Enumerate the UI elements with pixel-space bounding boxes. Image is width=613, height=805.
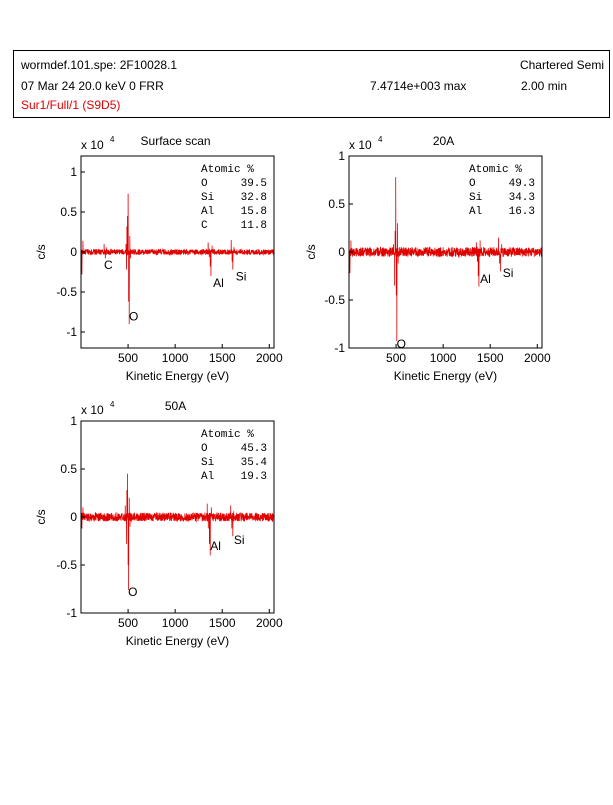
file-name: wormdef.101.spe: 2F10028.1: [21, 58, 178, 72]
atomic-percent: 49.3: [509, 178, 535, 190]
y-tick-label: 1: [70, 414, 77, 428]
x-tick-label: 1000: [430, 351, 457, 365]
y-axis-label: c/s: [34, 244, 48, 259]
x-tick-label: 1000: [162, 616, 189, 630]
atomic-percent: 16.3: [509, 206, 535, 218]
x-axis-label: Kinetic Energy (eV): [394, 369, 497, 383]
x-tick-label: 500: [118, 351, 138, 365]
surface-scan-chart: Surface scan x 10 4 500 1000 1500 2000 1 0.5 0 -0.…: [34, 134, 283, 383]
scale-exponent: 4: [110, 135, 115, 144]
y-tick-label: 0: [338, 245, 345, 259]
x-tick-label: 2000: [256, 616, 283, 630]
max-counts: 7.4714e+003 max: [370, 79, 467, 93]
peak-label: O: [397, 337, 406, 351]
atomic-percent: 39.5: [241, 178, 267, 190]
scale-exponent: 4: [378, 135, 383, 144]
atomic-table-title: Atomic %: [201, 429, 254, 441]
atomic-element: O: [201, 443, 208, 455]
atomic-percent: 35.4: [241, 457, 268, 469]
chart-title: 50A: [165, 399, 186, 413]
atomic-table-title: Atomic %: [469, 164, 522, 176]
atomic-element: C: [201, 220, 208, 232]
atomic-element: Si: [469, 192, 483, 204]
y-tick-label: -0.5: [56, 285, 77, 299]
y-tick-label: 1: [70, 165, 77, 179]
y-tick-label: 0.5: [60, 205, 77, 219]
y-axis-label: c/s: [304, 244, 318, 259]
scale-label: x 10: [349, 138, 372, 152]
20a-chart: 20A x 10 4 500 1000 1500 2000 1 0.5 0 -0.5 -1 Kineti…: [304, 134, 551, 383]
y-tick-label: 0.5: [60, 462, 77, 476]
y-tick-label: 1: [338, 149, 345, 163]
company-name: Chartered Semi: [519, 58, 604, 72]
y-axis-label: c/s: [34, 509, 48, 524]
peak-label: Al: [480, 272, 491, 286]
x-tick-label: 500: [118, 616, 138, 630]
atomic-element: Si: [201, 457, 215, 469]
peak-label: Si: [236, 269, 247, 283]
y-tick-label: -1: [66, 325, 77, 339]
atomic-table-title: Atomic %: [201, 164, 254, 176]
scale-label: x 10: [81, 138, 104, 152]
y-tick-label: 0: [70, 510, 77, 524]
x-axis-label: Kinetic Energy (eV): [126, 369, 229, 383]
peak-label: O: [129, 309, 138, 323]
acquisition-info: 07 Mar 24 20.0 keV 0 FRR: [21, 79, 164, 93]
peak-label: Al: [213, 276, 224, 290]
atomic-element: O: [469, 178, 476, 190]
atomic-element: Al: [469, 206, 482, 218]
peak-label: C: [104, 258, 113, 272]
x-tick-label: 500: [386, 351, 406, 365]
atomic-element: Si: [201, 192, 215, 204]
atomic-element: Al: [201, 206, 214, 218]
atomic-element: Al: [201, 471, 214, 483]
region-label: Sur1/Full/1 (S9D5): [21, 98, 121, 112]
y-tick-label: -1: [334, 341, 345, 355]
atomic-percent: 15.8: [241, 206, 267, 218]
scale-exponent: 4: [110, 400, 115, 409]
x-tick-label: 2000: [256, 351, 283, 365]
y-tick-label: -0.5: [324, 293, 345, 307]
x-tick-label: 1500: [477, 351, 504, 365]
x-tick-label: 1500: [209, 351, 236, 365]
50a-chart: 50A x 10 4 500 1000 1500 2000 1 0.5 0 -0.5 -1 Kineti…: [34, 399, 283, 648]
atomic-percent: 32.8: [241, 192, 267, 204]
x-tick-label: 1500: [209, 616, 236, 630]
atomic-percent: 34.3: [509, 192, 535, 204]
y-tick-label: 0: [70, 245, 77, 259]
scale-label: x 10: [81, 403, 104, 417]
x-tick-label: 1000: [162, 351, 189, 365]
peak-label: Si: [234, 533, 245, 547]
spectrum-header: wormdef.101.spe: 2F10028.1 Chartered Sem…: [13, 50, 610, 118]
spectrum-line: [80, 193, 275, 325]
chart-title: 20A: [433, 134, 454, 148]
spectrum-line: [348, 177, 543, 342]
atomic-percent: 45.3: [241, 443, 267, 455]
atomic-element: O: [201, 178, 208, 190]
x-axis-label: Kinetic Energy (eV): [126, 634, 229, 648]
peak-label: Al: [210, 539, 221, 553]
y-tick-label: 0.5: [328, 197, 345, 211]
y-tick-label: -0.5: [56, 558, 77, 572]
atomic-percent: 19.3: [241, 471, 267, 483]
x-tick-label: 2000: [524, 351, 551, 365]
atomic-percent: 11.8: [241, 220, 267, 232]
y-tick-label: -1: [66, 606, 77, 620]
peak-label: O: [128, 585, 137, 599]
peak-label: Si: [503, 266, 514, 280]
chart-title: Surface scan: [141, 134, 211, 148]
acquisition-time: 2.00 min: [521, 79, 568, 93]
spectrum-line: [80, 473, 275, 591]
